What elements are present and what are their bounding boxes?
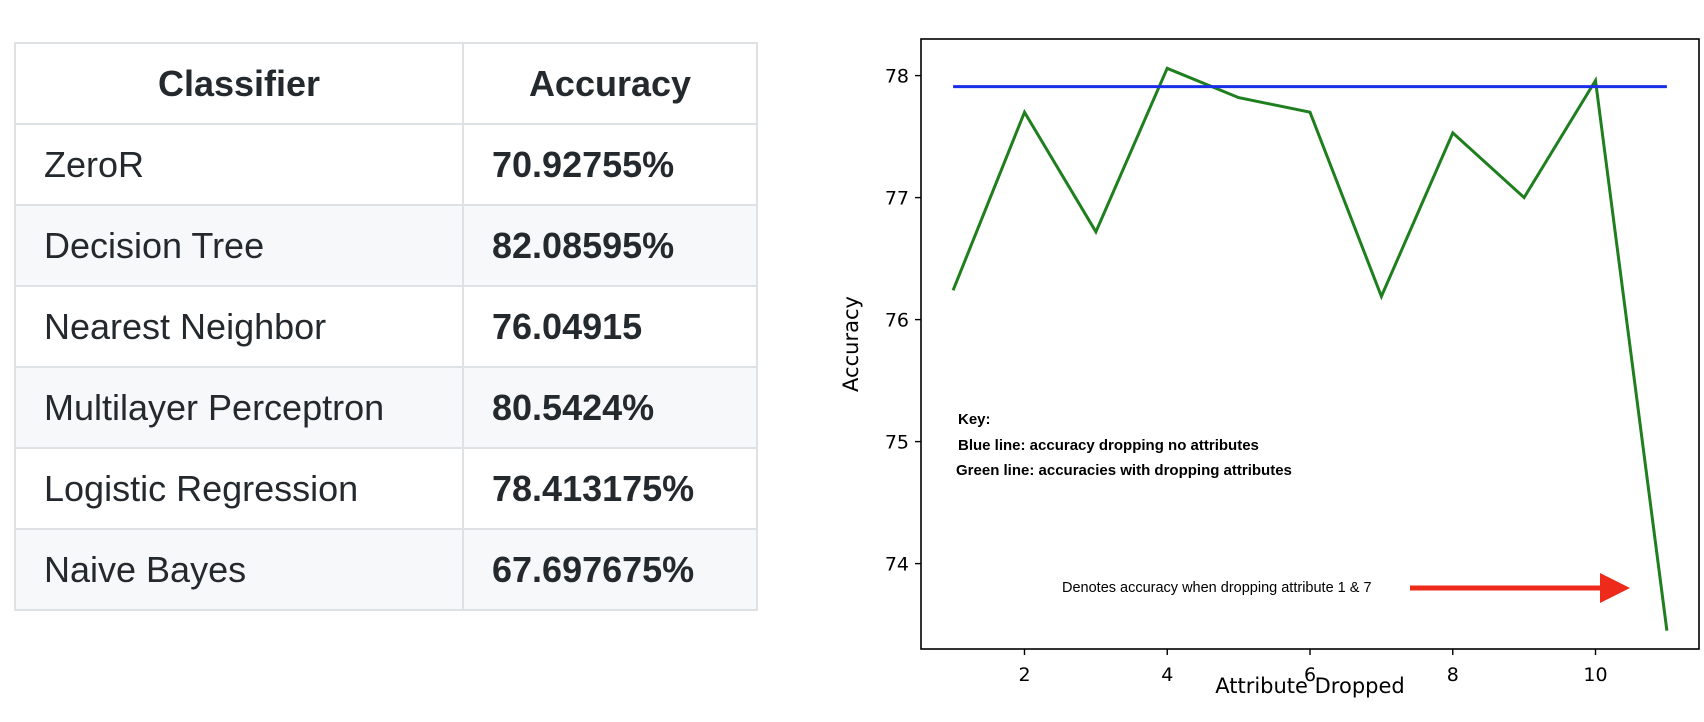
arrow-note: Denotes accuracy when dropping attribute… bbox=[1062, 580, 1372, 596]
key-blue-line: Blue line: accuracy dropping no attribut… bbox=[958, 437, 1259, 454]
accuracy-line-chart: 2 4 6 8 10 74 75 76 77 78 Attribute Dropped Accur… bbox=[839, 38, 1700, 698]
key-title: Key: bbox=[958, 411, 991, 428]
x-tick-label: 6 bbox=[1304, 664, 1316, 686]
table-row: Decision Tree 82.08595% bbox=[14, 204, 758, 287]
results-table: Classifier Accuracy ZeroR 70.92755% Deci… bbox=[14, 42, 758, 611]
y-tick-label: 77 bbox=[885, 188, 909, 210]
header-accuracy: Accuracy bbox=[462, 42, 758, 125]
y-axis-label: Accuracy bbox=[839, 296, 863, 392]
classifier-cell: ZeroR bbox=[14, 123, 464, 206]
classifier-cell: Decision Tree bbox=[14, 204, 464, 287]
x-tick-label: 10 bbox=[1583, 664, 1607, 686]
table-row: Multilayer Perceptron 80.5424% bbox=[14, 366, 758, 449]
table-row: Nearest Neighbor 76.04915 bbox=[14, 285, 758, 368]
accuracy-cell: 80.5424% bbox=[462, 366, 758, 449]
accuracy-cell: 76.04915 bbox=[462, 285, 758, 368]
accuracy-cell: 82.08595% bbox=[462, 204, 758, 287]
y-tick-label: 78 bbox=[885, 66, 909, 88]
y-tick-label: 76 bbox=[885, 310, 909, 332]
classifier-cell: Logistic Regression bbox=[14, 447, 464, 530]
accuracy-cell: 70.92755% bbox=[462, 123, 758, 206]
classifier-cell: Naive Bayes bbox=[14, 528, 464, 611]
table-row: Naive Bayes 67.697675% bbox=[14, 528, 758, 611]
x-tick-label: 8 bbox=[1447, 664, 1459, 686]
y-tick-label: 74 bbox=[885, 554, 909, 576]
table-row: ZeroR 70.92755% bbox=[14, 123, 758, 206]
accuracy-cell: 78.413175% bbox=[462, 447, 758, 530]
table-row: Logistic Regression 78.413175% bbox=[14, 447, 758, 530]
x-tick-label: 4 bbox=[1161, 664, 1173, 686]
classifier-cell: Multilayer Perceptron bbox=[14, 366, 464, 449]
key-green-line: Green line: accuracies with dropping att… bbox=[956, 462, 1292, 479]
x-axis-label: Attribute Dropped bbox=[1215, 674, 1405, 698]
y-tick-label: 75 bbox=[885, 432, 909, 454]
data-series bbox=[951, 66, 1669, 631]
plot-area bbox=[920, 38, 1700, 650]
classifier-cell: Nearest Neighbor bbox=[14, 285, 464, 368]
table-header-row: Classifier Accuracy bbox=[14, 42, 758, 125]
green-accuracy-line bbox=[951, 66, 1669, 631]
accuracy-cell: 67.697675% bbox=[462, 528, 758, 611]
header-classifier: Classifier bbox=[14, 42, 464, 125]
x-tick-label: 2 bbox=[1018, 664, 1030, 686]
axis-ticks: 2 4 6 8 10 74 75 76 77 78 bbox=[885, 66, 1608, 686]
